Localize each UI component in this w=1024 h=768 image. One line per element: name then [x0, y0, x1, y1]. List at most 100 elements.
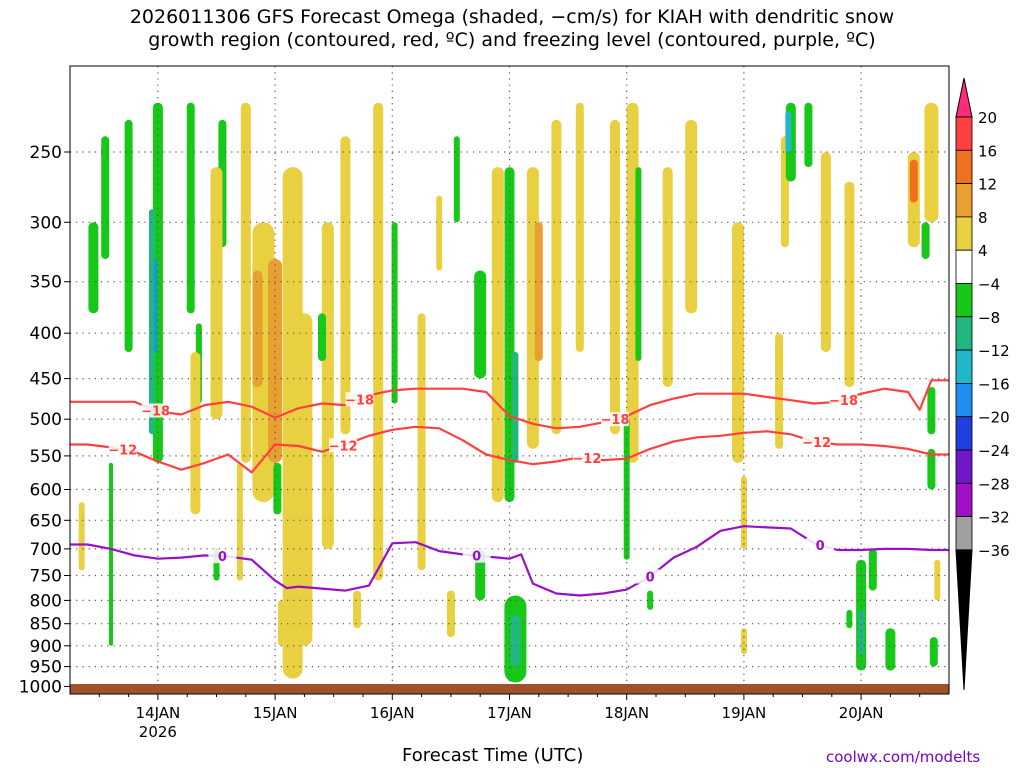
colorbar-tick-label: 16: [978, 142, 997, 160]
pressure-tick-label: 550: [30, 447, 62, 467]
colorbar-swatch: [955, 316, 973, 351]
omega-streak: [124, 119, 133, 353]
chart-title: 2026011306 GFS Forecast Omega (shaded, −…: [0, 6, 1024, 52]
contour-zero-label: 0: [472, 550, 481, 565]
chart-title-line2: growth region (contoured, red, ºC) and f…: [148, 29, 876, 51]
omega-streak: [934, 559, 941, 601]
contour-label-bg: [141, 403, 170, 418]
contour-minus18-label: −18: [345, 393, 374, 408]
contour-label-bg: [329, 438, 358, 453]
pressure-tick-label: 900: [30, 637, 62, 657]
colorbar-tick-label: 8: [978, 209, 988, 227]
omega-streak: [820, 152, 831, 352]
colorbar-swatch: [955, 349, 973, 384]
colorbar-swatch: [955, 216, 973, 251]
x-axis-title: Forecast Time (UTC): [402, 745, 584, 766]
colorbar-swatch: [955, 149, 973, 185]
colorbar-tick-label: −12: [978, 342, 1010, 360]
colorbar-tick-label: −4: [978, 276, 1000, 294]
omega-streak: [296, 313, 313, 646]
contour-zero-label: 0: [646, 571, 655, 586]
colorbar-tick-label: −24: [978, 442, 1010, 460]
contour-minus18-label: −18: [601, 413, 630, 428]
contour-label-bg: [345, 392, 374, 407]
omega-streak: [318, 313, 326, 361]
chart-title-line1: 2026011306 GFS Forecast Omega (shaded, −…: [129, 6, 895, 28]
colorbar-tick-label: −36: [978, 542, 1010, 560]
ground-surface: [70, 684, 949, 694]
omega-streak: [417, 313, 426, 571]
omega-shading: [78, 102, 941, 683]
omega-streak: [927, 387, 936, 435]
contour-minus18-label: −18: [141, 405, 170, 420]
contour-zero: [70, 525, 949, 597]
omega-streak: [152, 102, 163, 463]
omega-streak: [732, 222, 744, 463]
pressure-axis: 2503003504004505005506006507007508008509…: [19, 143, 70, 697]
pressure-tick-label: 250: [30, 143, 62, 163]
omega-streak: [504, 167, 515, 503]
omega-streak: [635, 167, 642, 361]
omega-streak: [353, 590, 362, 629]
contour-minus12-label: −12: [329, 439, 358, 454]
omega-streak: [610, 119, 620, 435]
time-tick-label: 19JAN: [722, 704, 767, 722]
omega-streak: [785, 111, 792, 152]
omega-streak: [109, 462, 113, 646]
pressure-tick-label: 450: [30, 370, 62, 390]
colorbar-swatch: [955, 482, 973, 517]
omega-streak: [921, 222, 930, 259]
omega-streak: [446, 590, 455, 638]
contour-minus18-label: −18: [829, 394, 858, 409]
omega-streak: [101, 136, 110, 259]
omega-streak: [858, 609, 865, 655]
contour-label-bg: [208, 549, 237, 564]
omega-streak: [885, 628, 896, 671]
colorbar-swatch: [955, 249, 973, 284]
contour-label-bg: [636, 569, 665, 584]
omega-streak: [436, 195, 443, 271]
colorbar-tick-label: 12: [978, 176, 997, 194]
pressure-tick-label: 700: [30, 540, 62, 560]
omega-streak: [321, 222, 334, 549]
contour-label-bg: [829, 392, 858, 407]
omega-streak: [154, 259, 158, 352]
contour-zero-label: 0: [816, 539, 825, 554]
omega-streak: [551, 119, 562, 435]
contour-label-bg: [601, 412, 629, 427]
omega-streak: [510, 614, 521, 667]
colorbar-tick-label: 20: [978, 109, 997, 127]
colorbar-swatch: [955, 449, 973, 484]
colorbar-bottom-arrow: [955, 549, 973, 691]
omega-streak: [512, 352, 519, 463]
pressure-tick-label: 1000: [19, 677, 62, 697]
colorbar-tick-label: −28: [978, 475, 1010, 493]
contour-minus12-label: −12: [802, 436, 831, 451]
omega-streak: [240, 102, 251, 463]
colorbar-tick-label: −16: [978, 375, 1010, 393]
omega-streak: [775, 333, 784, 449]
contour-label-bg: [802, 434, 831, 449]
omega-streak: [927, 448, 936, 490]
pressure-tick-label: 950: [30, 658, 62, 678]
colorbar-swatch: [955, 116, 973, 151]
time-tick-label: 17JAN: [487, 704, 532, 722]
omega-streak: [740, 628, 747, 655]
omega-streak: [149, 209, 155, 435]
colorbar-tick-label: −20: [978, 409, 1010, 427]
contour-zero-label: 0: [218, 550, 227, 565]
omega-streak: [190, 352, 201, 515]
colorbar-tick-label: −32: [978, 509, 1010, 527]
plot-grid: [70, 66, 949, 694]
contour-minus12-label: −12: [108, 444, 137, 459]
omega-streak: [623, 419, 630, 560]
omega-streak: [186, 102, 195, 314]
omega-streak: [909, 159, 918, 203]
omega-streak: [210, 167, 223, 420]
colorbar-tick-label: −8: [978, 309, 1000, 327]
time-tick-label: 14JAN: [136, 704, 181, 722]
colorbar-tick-label: 4: [978, 242, 988, 260]
omega-colorbar: 20 16 12 8 4 −4 −8 −12 −16 −20 −24 −28 −32 −36: [955, 77, 1010, 691]
colorbar-top-arrow: [955, 77, 973, 118]
